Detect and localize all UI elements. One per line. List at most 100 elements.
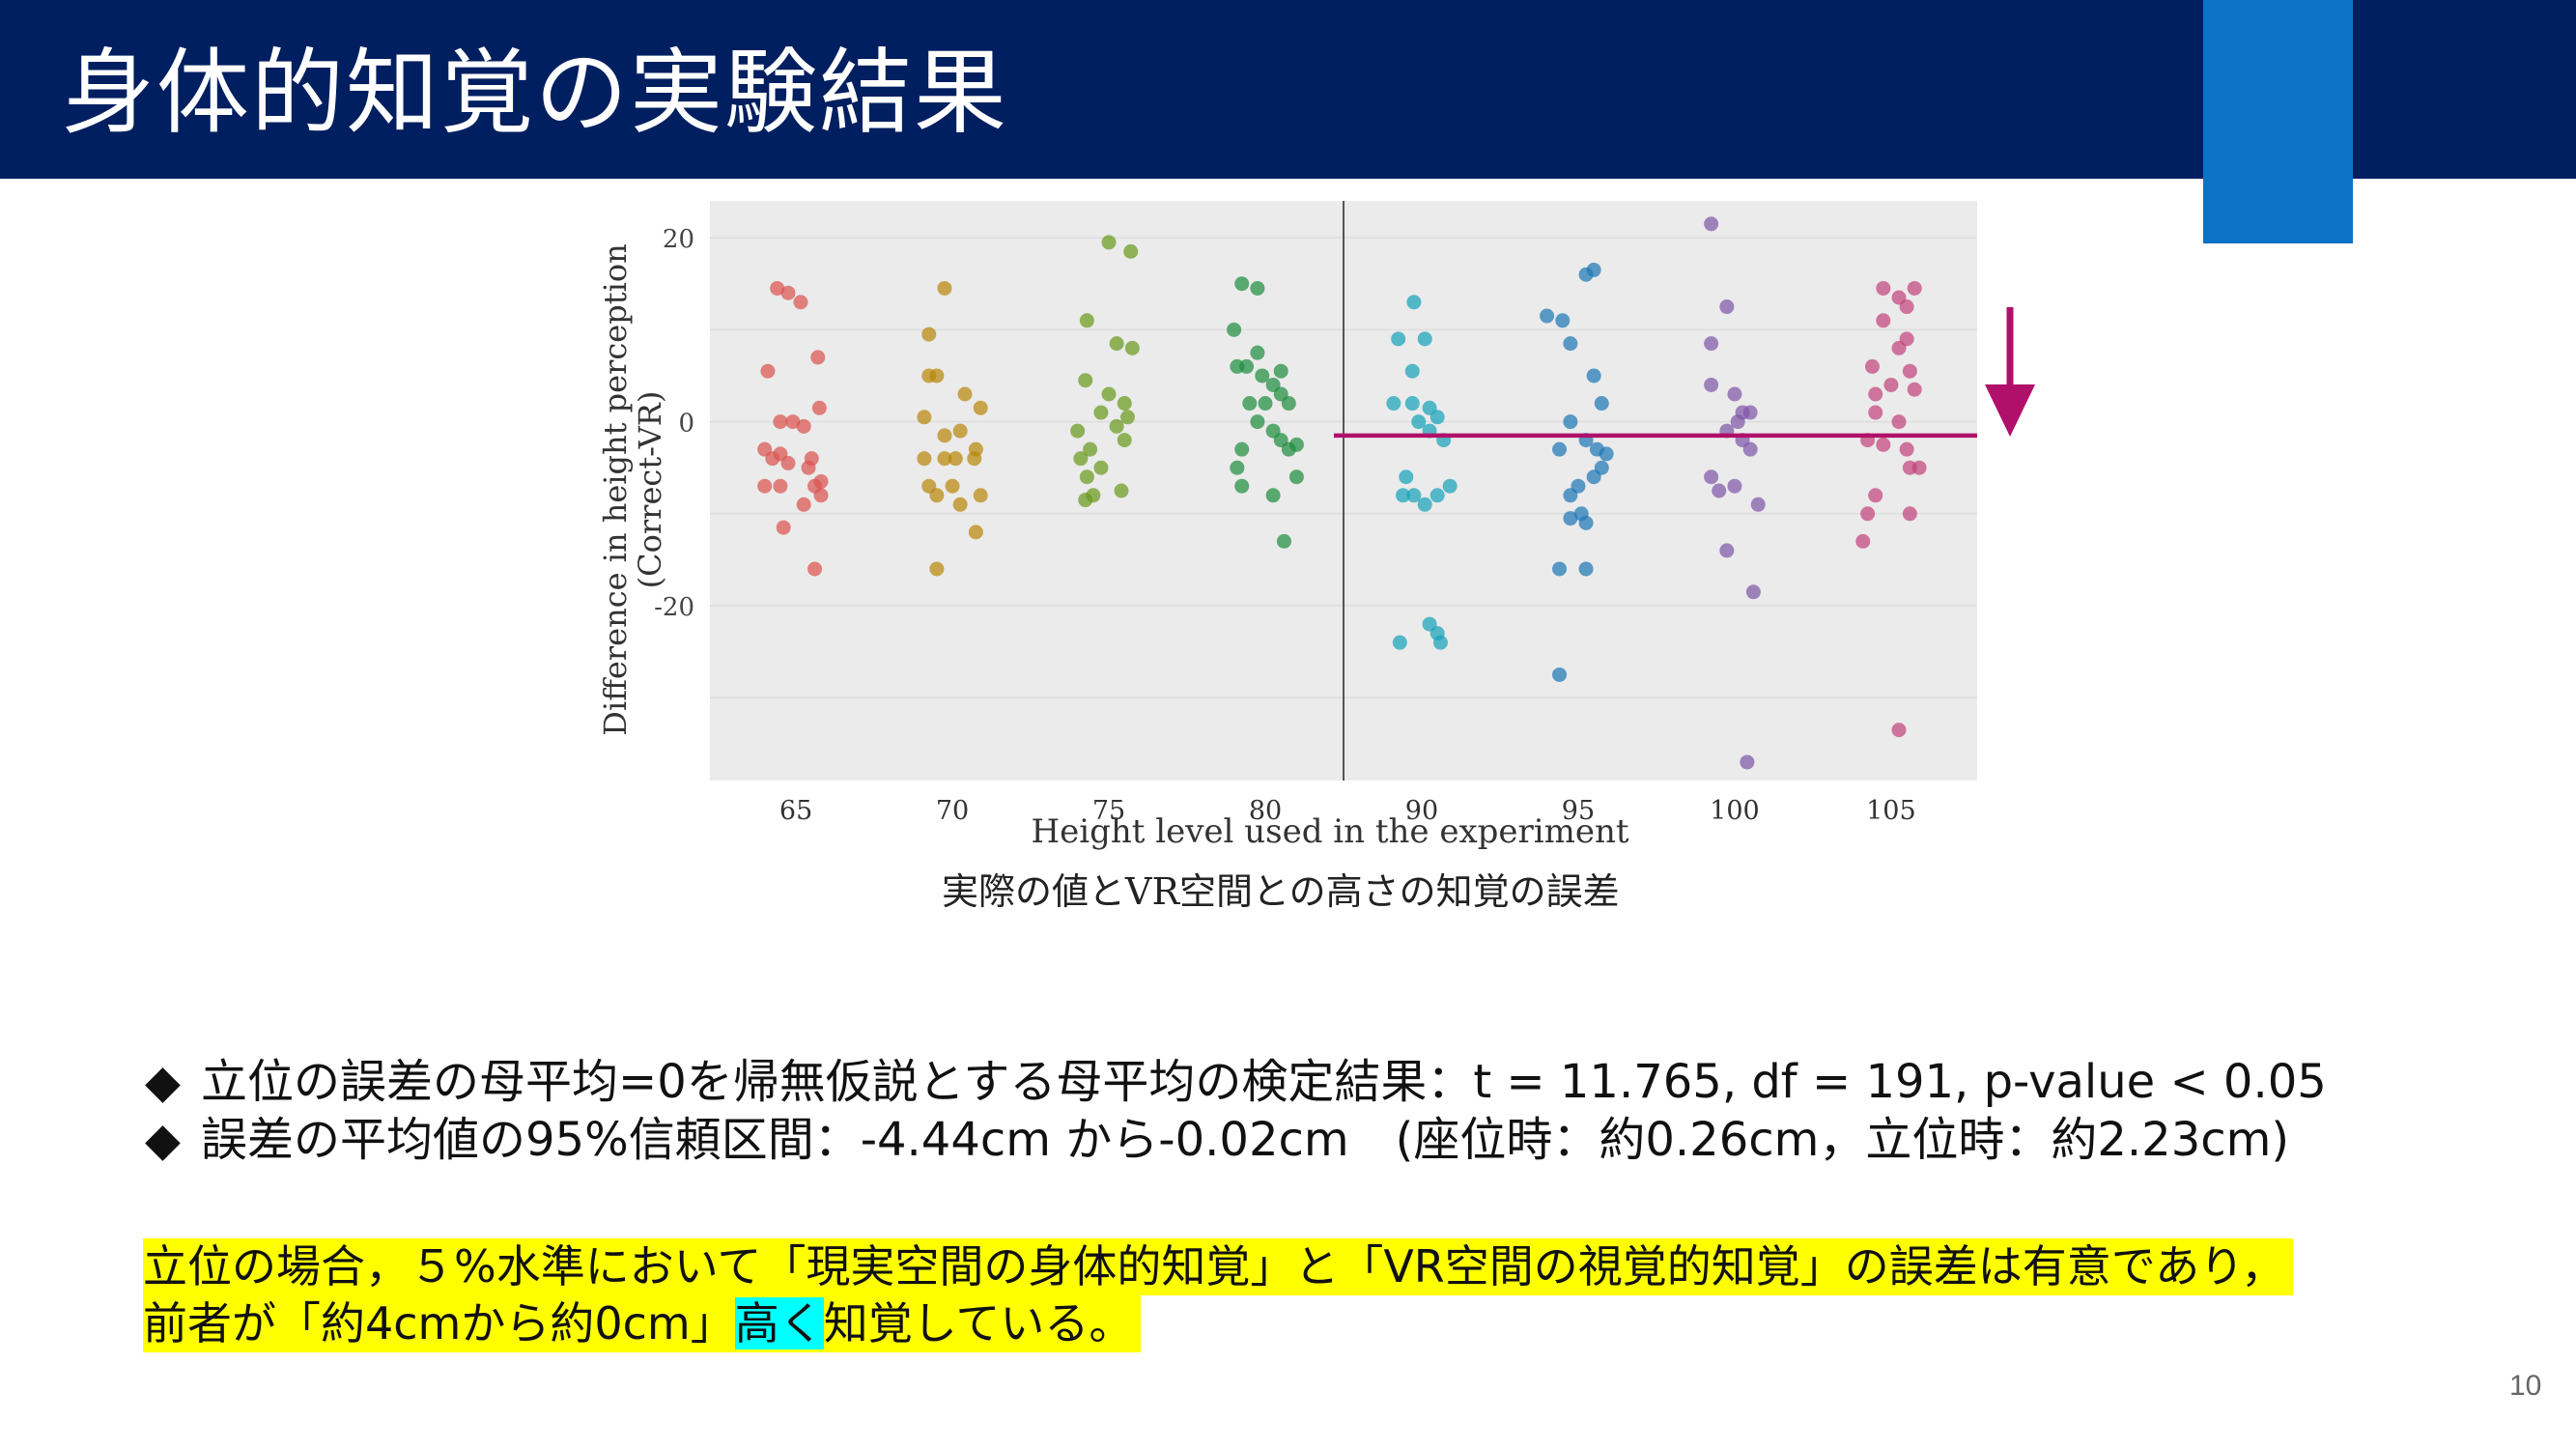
data-point xyxy=(770,280,785,296)
data-point xyxy=(1078,373,1093,388)
data-point xyxy=(1868,386,1883,402)
data-point xyxy=(1281,396,1296,412)
data-point xyxy=(967,451,982,467)
accent-block xyxy=(2203,0,2353,243)
data-point xyxy=(917,410,932,425)
conclusion-text-after: 知覚している。 xyxy=(823,1297,1134,1350)
data-point xyxy=(1727,386,1742,402)
data-point xyxy=(1386,396,1401,412)
data-point xyxy=(1586,469,1601,485)
data-point xyxy=(801,460,816,475)
data-point xyxy=(1730,414,1745,430)
data-point xyxy=(1276,533,1291,549)
data-point xyxy=(1704,377,1719,392)
x-tick-label: 105 xyxy=(1866,796,1916,826)
data-point xyxy=(813,488,829,503)
data-point xyxy=(1552,667,1568,682)
y-axis-label: Difference in height perception xyxy=(597,243,634,735)
data-point xyxy=(1109,418,1124,434)
data-point xyxy=(1391,331,1406,347)
data-point xyxy=(1281,441,1296,457)
data-point xyxy=(1704,216,1719,232)
data-point xyxy=(1891,414,1907,430)
data-point xyxy=(1555,313,1571,328)
data-point xyxy=(796,418,811,434)
x-axis-label: Height level used in the experiment xyxy=(1031,812,1628,851)
data-point xyxy=(1101,235,1117,250)
data-point xyxy=(1704,469,1719,485)
data-point xyxy=(1093,460,1109,475)
data-point xyxy=(1411,414,1427,430)
data-point xyxy=(952,423,968,439)
data-point xyxy=(1273,363,1288,379)
data-point xyxy=(1876,280,1891,296)
data-point xyxy=(1864,358,1880,374)
bullet-item: ◆ 立位の誤差の母平均=0を帰無仮説とする母平均の検定結果：t = 11.765,… xyxy=(145,1053,2327,1111)
data-point xyxy=(1911,460,1927,475)
data-point xyxy=(773,478,788,494)
data-point xyxy=(1552,561,1568,577)
data-point xyxy=(1234,441,1250,457)
conclusion-line-1: 立位の場合，５%水準において「現実空間の身体的知覚」と「VR空間の視覚的知覚」の… xyxy=(143,1238,2294,1295)
data-point xyxy=(1740,754,1755,770)
x-tick-label: 100 xyxy=(1710,796,1760,826)
data-point xyxy=(1079,469,1094,485)
data-point xyxy=(807,561,823,577)
data-point xyxy=(1883,377,1899,392)
data-point xyxy=(1250,414,1265,430)
y-tick-label: 0 xyxy=(678,410,694,439)
data-point xyxy=(1907,280,1922,296)
data-point xyxy=(1742,405,1758,420)
data-point xyxy=(1392,635,1407,650)
down-arrow-icon xyxy=(1985,384,2035,437)
data-point xyxy=(776,520,791,535)
data-point xyxy=(1404,363,1420,379)
data-point xyxy=(929,488,945,503)
data-point xyxy=(1079,313,1094,328)
bullet-text: 立位の誤差の母平均=0を帰無仮説とする母平均の検定結果：t = 11.765, … xyxy=(201,1055,2327,1109)
data-point xyxy=(1430,410,1445,425)
data-point xyxy=(1745,584,1761,600)
data-point xyxy=(1586,368,1601,384)
data-point xyxy=(1860,506,1876,522)
scatter-chart: 20 0 -20 65 70 75 80 90 95 100 105 Height level us… xyxy=(597,201,2035,851)
data-point xyxy=(1876,313,1891,328)
data-point xyxy=(1902,506,1917,522)
data-point xyxy=(1123,243,1139,259)
data-point xyxy=(1070,423,1086,439)
data-point xyxy=(937,428,952,443)
data-point xyxy=(948,451,963,467)
data-point xyxy=(765,451,780,467)
conclusion-line-2: 前者が「約4cmから約0cm」高く知覚している。 xyxy=(143,1295,1142,1352)
y-tick-label: 20 xyxy=(663,225,694,254)
data-point xyxy=(1742,441,1758,457)
data-point xyxy=(1073,451,1089,467)
data-point xyxy=(1719,543,1735,558)
data-point xyxy=(1891,340,1907,355)
data-point xyxy=(1406,295,1422,310)
data-point xyxy=(1250,280,1265,296)
data-point xyxy=(1432,635,1448,650)
data-point xyxy=(1117,396,1132,412)
data-point xyxy=(1117,433,1132,448)
data-point xyxy=(937,280,952,296)
data-point xyxy=(1727,478,1742,494)
y-axis-label-sub: (Correct-VR) xyxy=(632,391,668,589)
header-bar xyxy=(0,0,2576,179)
data-point xyxy=(937,451,952,467)
data-point xyxy=(1114,483,1129,498)
data-point xyxy=(1578,515,1594,530)
data-point xyxy=(1250,345,1265,360)
data-point xyxy=(1404,396,1420,412)
slide-title: 身体的知覚の実験結果 xyxy=(62,39,1008,147)
data-point xyxy=(811,400,827,415)
data-point xyxy=(929,368,945,384)
data-point xyxy=(1417,497,1432,512)
data-point xyxy=(810,350,826,365)
data-point xyxy=(1578,561,1594,577)
data-point xyxy=(1868,488,1883,503)
diamond-bullet-icon: ◆ xyxy=(145,1113,181,1167)
data-point xyxy=(1288,469,1304,485)
diamond-bullet-icon: ◆ xyxy=(145,1055,181,1109)
data-point xyxy=(1239,358,1255,374)
